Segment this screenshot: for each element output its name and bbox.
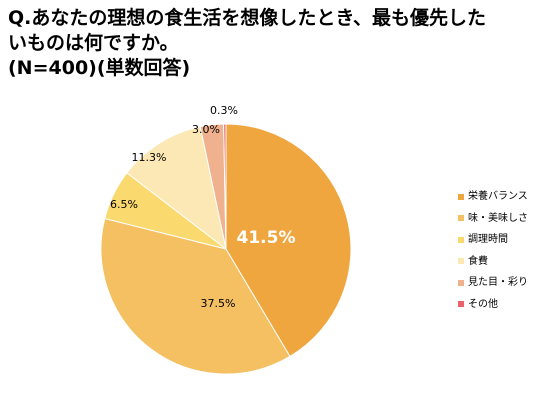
- legend-item-1: 栄養バランス: [458, 190, 528, 203]
- slice-data-label-1: 41.5%: [237, 228, 296, 248]
- legend-swatch: [458, 279, 464, 286]
- legend-item-5: 見た目・彩り: [458, 276, 528, 289]
- pie-slice-6: [223, 123, 227, 250]
- legend-label: 調理時間: [468, 234, 508, 246]
- legend-label: 見た目・彩り: [468, 277, 528, 289]
- slice-data-label-5: 3.0%: [192, 123, 220, 136]
- pie-slice-2: [100, 217, 291, 375]
- legend-swatch: [458, 215, 464, 222]
- legend-swatch: [458, 258, 464, 265]
- chart-title-line-3: (N=400)(単数回答): [8, 57, 191, 79]
- legend-swatch: [458, 301, 464, 308]
- pie-slice-4: [126, 126, 227, 251]
- legend-swatch: [458, 193, 464, 200]
- legend-item-3: 調理時間: [458, 233, 528, 246]
- pie-slice-1: [225, 123, 352, 358]
- chart-legend: 栄養バランス 味・美味しさ 調理時間食費見た目・彩り その他: [458, 190, 528, 320]
- slice-data-label-3: 6.5%: [110, 198, 138, 211]
- chart-title: Q.あなたの理想の食生活を想像したとき、最も優先した いものは何ですか。 (N=…: [8, 6, 528, 81]
- legend-label: 味・美味しさ: [468, 212, 528, 224]
- legend-item-2: 味・美味しさ: [458, 212, 528, 225]
- slice-data-label-4: 11.3%: [132, 151, 167, 164]
- slice-data-label-6: 0.3%: [210, 104, 238, 117]
- slice-data-label-2: 37.5%: [201, 297, 236, 310]
- legend-label: 食費: [468, 255, 488, 267]
- chart-title-line-1: Q.あなたの理想の食生活を想像したとき、最も優先した: [8, 7, 487, 29]
- legend-label: その他: [468, 298, 498, 310]
- legend-swatch: [458, 236, 464, 243]
- legend-item-4: 食費: [458, 255, 528, 268]
- chart-title-line-2: いものは何ですか。: [8, 32, 179, 54]
- legend-item-6: その他: [458, 298, 528, 311]
- legend-label: 栄養バランス: [468, 191, 528, 202]
